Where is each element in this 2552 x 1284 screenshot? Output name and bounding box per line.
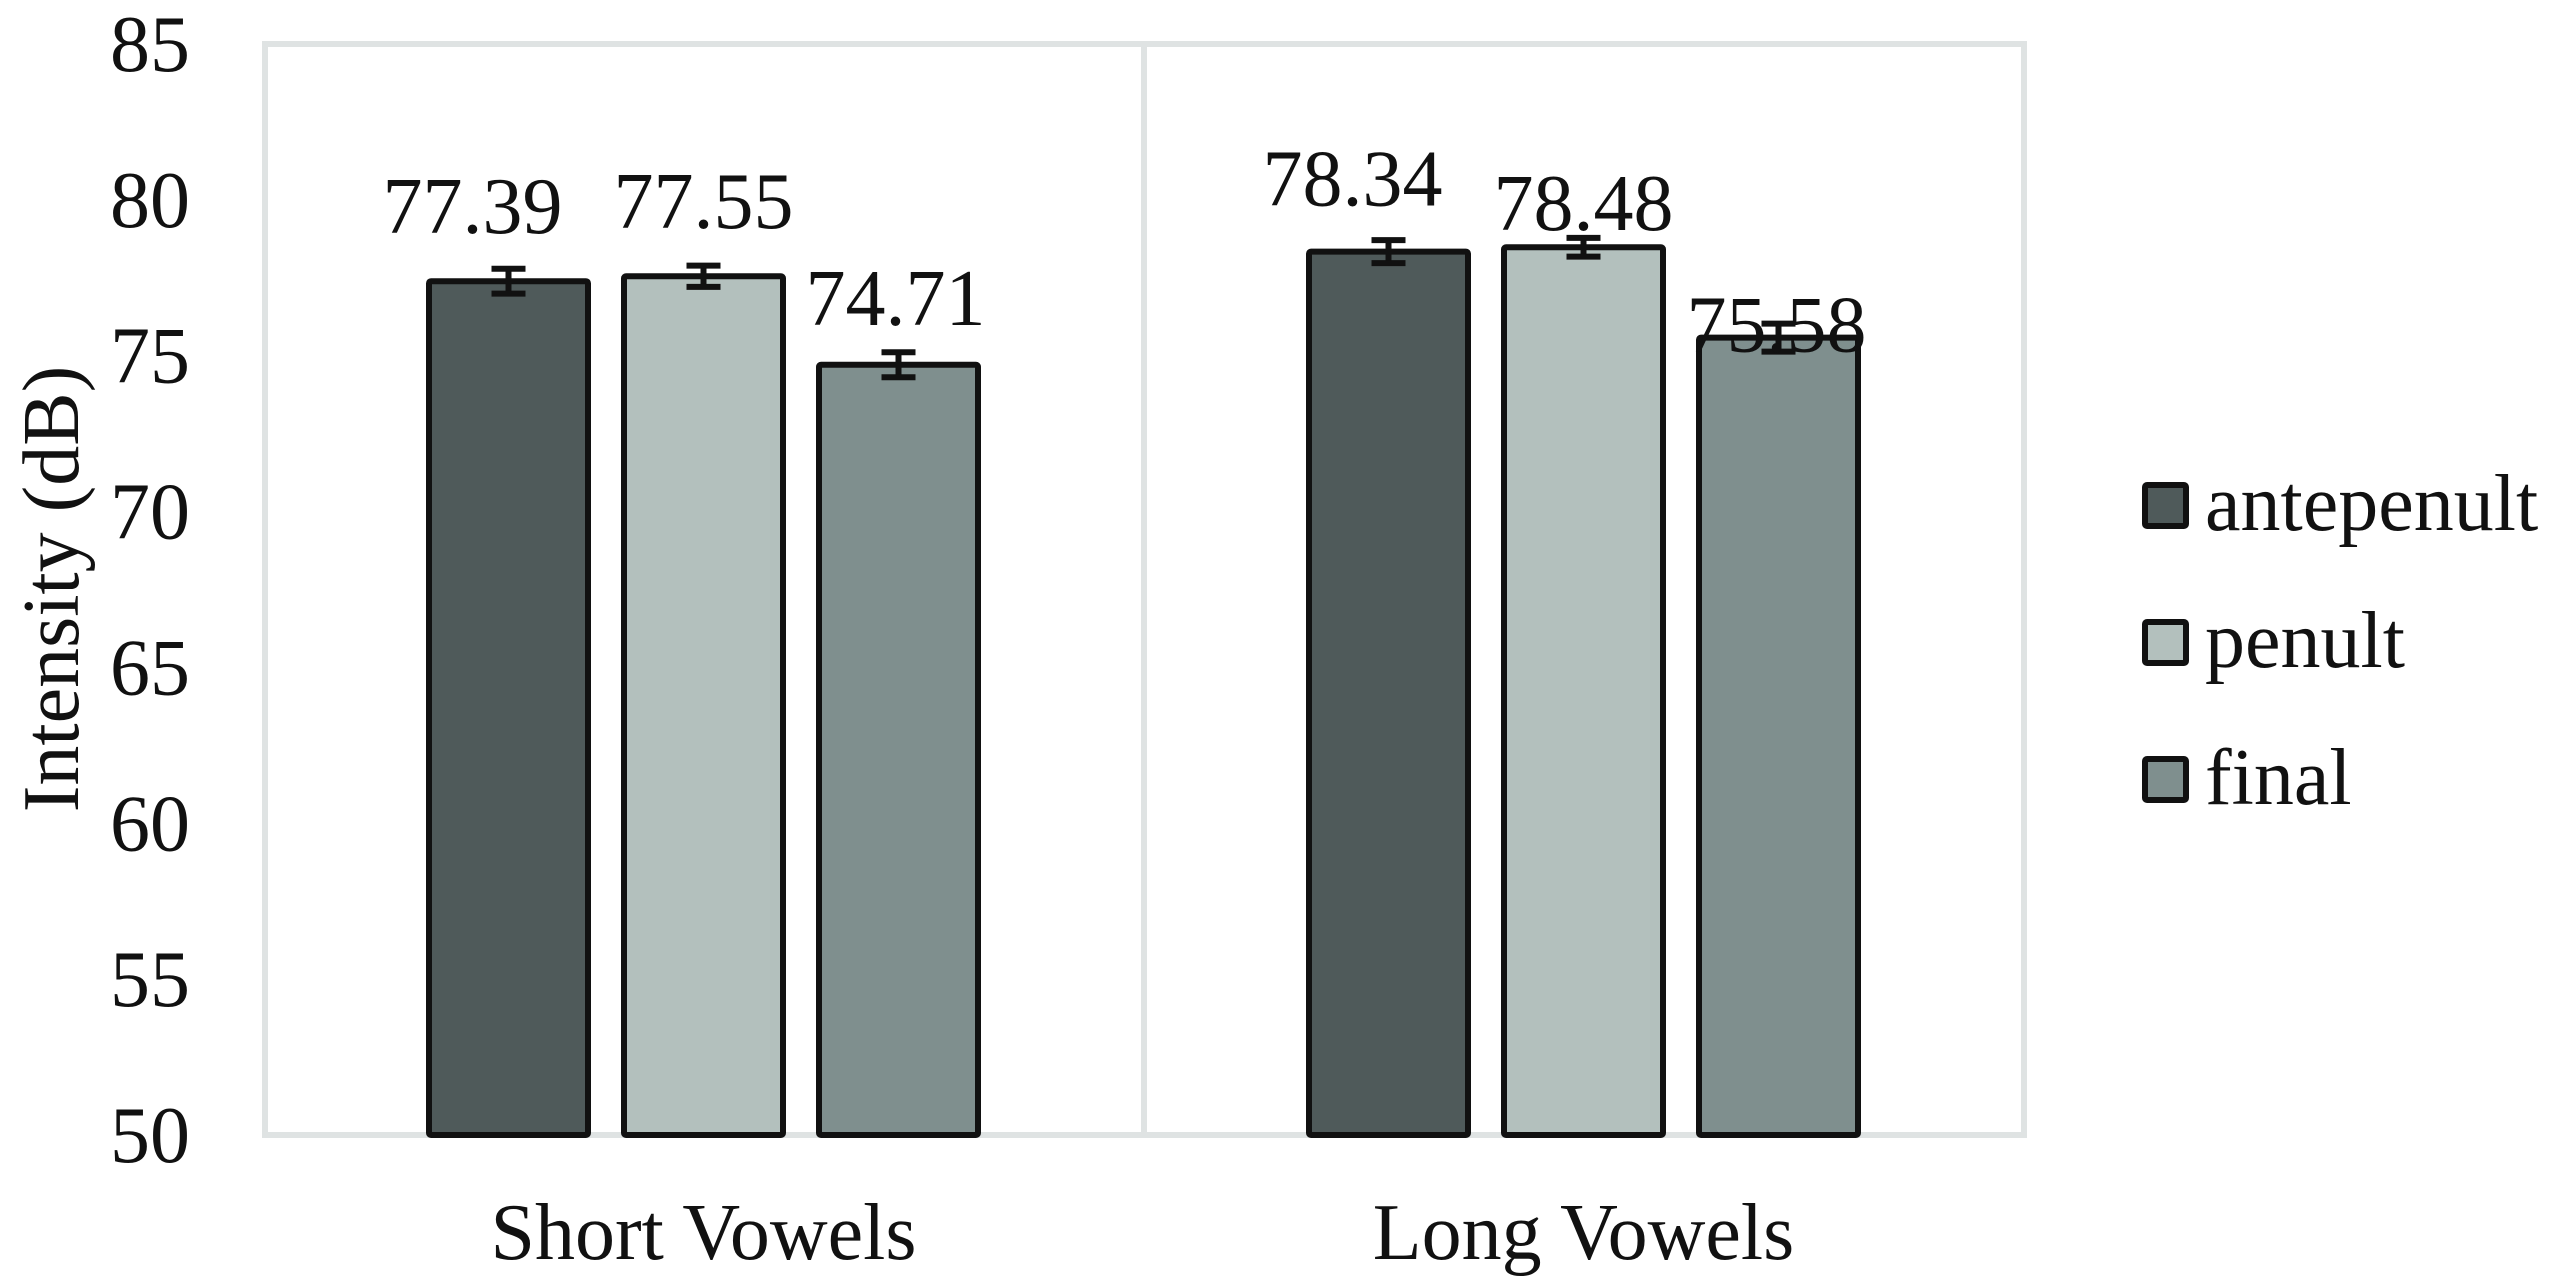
error-bar bbox=[686, 262, 721, 290]
y-tick-label: 65 bbox=[110, 624, 190, 712]
data-label: 78.48 bbox=[1494, 160, 1674, 248]
error-bar bbox=[491, 265, 526, 297]
y-tick-label: 50 bbox=[110, 1092, 190, 1180]
error-bar bbox=[881, 349, 916, 381]
y-axis-ticks: 50 55 60 65 70 75 80 85 bbox=[110, 1, 190, 1180]
y-tick-label: 60 bbox=[110, 780, 190, 868]
data-label: 77.55 bbox=[614, 158, 794, 246]
legend-swatch bbox=[2142, 482, 2189, 529]
bar-final bbox=[1696, 334, 1861, 1138]
legend-item-antepenult: antepenult bbox=[2142, 460, 2538, 548]
data-label: 78.34 bbox=[1263, 136, 1443, 224]
bar-penult bbox=[1501, 244, 1666, 1138]
y-tick-label: 70 bbox=[110, 469, 190, 557]
x-category-label: Long Vowels bbox=[1373, 1189, 1795, 1277]
bar-antepenult bbox=[426, 278, 591, 1138]
legend: antepenult penult final bbox=[2142, 460, 2538, 822]
bar-penult bbox=[621, 273, 786, 1138]
y-tick-label: 80 bbox=[110, 157, 190, 245]
bar-final bbox=[816, 361, 981, 1138]
x-axis-category-labels: Short Vowels Long Vowels bbox=[490, 1189, 1794, 1277]
legend-label: penult bbox=[2205, 597, 2405, 685]
legend-label: final bbox=[2205, 734, 2352, 822]
error-bar bbox=[1566, 234, 1601, 260]
error-bar bbox=[1371, 237, 1406, 267]
data-label: 74.71 bbox=[806, 255, 986, 343]
y-tick-label: 85 bbox=[110, 1, 190, 89]
data-label: 75.58 bbox=[1687, 282, 1867, 370]
legend-item-final: final bbox=[2142, 734, 2352, 822]
y-tick-label: 75 bbox=[110, 313, 190, 401]
legend-item-penult: penult bbox=[2142, 597, 2405, 685]
data-label: 77.39 bbox=[383, 163, 563, 251]
legend-swatch bbox=[2142, 619, 2189, 666]
legend-label: antepenult bbox=[2205, 460, 2538, 548]
bar-antepenult bbox=[1306, 248, 1471, 1139]
y-tick-label: 55 bbox=[110, 936, 190, 1024]
y-axis-title: Intensity (dB) bbox=[8, 366, 96, 813]
error-bar bbox=[1761, 320, 1796, 355]
x-category-label: Short Vowels bbox=[490, 1189, 916, 1277]
legend-swatch bbox=[2142, 756, 2189, 803]
